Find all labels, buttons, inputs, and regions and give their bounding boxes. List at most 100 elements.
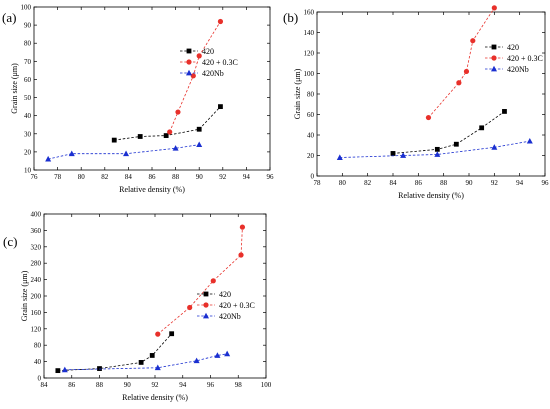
data-point: [400, 152, 407, 158]
legend: 420 420 + 0.3C 420Nb: [180, 47, 238, 78]
legend-label: 420Nb: [507, 65, 529, 74]
y-tick-label: 0: [311, 173, 315, 181]
data-point: [137, 134, 143, 139]
data-point: [167, 129, 173, 135]
y-tick-label: 80: [307, 91, 315, 99]
legend: 420 420 + 0.3C 420Nb: [197, 290, 255, 321]
x-tick-label: 92: [219, 173, 227, 181]
x-tick-label: 76: [31, 173, 39, 181]
data-point: [479, 125, 485, 131]
series-line: [339, 140, 530, 158]
legend-marker: [203, 291, 209, 297]
data-point: [172, 145, 179, 151]
y-tick-label: 160: [304, 9, 315, 17]
y-tick-label: 60: [307, 111, 315, 119]
legend-label: 420Nb: [219, 312, 241, 321]
data-point: [193, 357, 200, 364]
data-point: [55, 368, 61, 374]
data-point: [491, 144, 498, 150]
x-tick-label: 88: [440, 179, 448, 187]
x-tick-label: 98: [235, 381, 243, 389]
legend-marker: [491, 55, 497, 61]
y-tick-label: 10: [24, 167, 32, 175]
data-point: [336, 154, 343, 160]
data-point: [175, 109, 181, 115]
data-point: [196, 141, 203, 148]
data-point: [196, 126, 202, 132]
data-point: [45, 155, 52, 162]
data-point: [217, 18, 224, 25]
data-point: [155, 331, 161, 337]
data-point: [138, 360, 144, 365]
y-tick-label: 120: [31, 325, 42, 333]
series-2: [45, 141, 203, 162]
data-point: [224, 350, 231, 357]
data-point: [238, 252, 244, 258]
legend-marker: [186, 69, 192, 76]
y-tick-label: 40: [307, 132, 315, 140]
data-point: [187, 304, 193, 311]
x-tick-label: 82: [101, 173, 109, 181]
legend-marker: [203, 302, 209, 308]
data-point: [123, 150, 130, 157]
legend-label: 420 + 0.3C: [202, 58, 238, 67]
x-tick-label: 90: [124, 381, 132, 389]
x-tick-label: 92: [491, 179, 499, 187]
data-point: [210, 278, 216, 284]
y-tick-label: 0: [38, 375, 42, 383]
y-tick-label: 400: [31, 211, 42, 219]
legend-marker: [186, 59, 192, 65]
x-tick-label: 90: [466, 179, 474, 187]
y-tick-label: 70: [24, 58, 32, 66]
data-point: [149, 353, 155, 358]
x-axis-title: Relative density (%): [398, 191, 464, 200]
y-tick-label: 360: [31, 227, 42, 235]
x-tick-label: 100: [261, 381, 272, 389]
x-tick-label: 80: [78, 173, 86, 181]
x-tick-label: 84: [125, 173, 133, 181]
series-1: [167, 18, 224, 135]
data-point: [491, 5, 497, 11]
panel-label: (a): [2, 10, 16, 25]
data-point: [97, 366, 102, 371]
x-axis-title: Relative density (%): [119, 185, 185, 194]
data-point: [239, 224, 246, 230]
data-point: [214, 352, 221, 358]
y-tick-label: 50: [24, 94, 32, 102]
data-point: [154, 364, 161, 371]
x-tick-label: 80: [339, 179, 347, 187]
y-tick-label: 20: [24, 148, 32, 156]
series-line: [64, 353, 228, 371]
series-line: [48, 144, 200, 160]
y-tick-label: 160: [31, 309, 42, 317]
x-tick-label: 86: [149, 173, 157, 181]
series-1: [425, 5, 497, 121]
y-tick-label: 40: [24, 112, 32, 120]
data-point: [163, 133, 169, 138]
series-line: [392, 111, 505, 154]
y-axis-title: Grain size (μm): [20, 270, 29, 321]
data-point: [390, 151, 396, 156]
data-point: [425, 114, 432, 121]
y-axis-title: Grain size (μm): [10, 63, 19, 114]
legend: 420 420 + 0.3C 420Nb: [485, 43, 543, 74]
data-point: [434, 151, 441, 157]
legend-label: 420: [219, 290, 231, 299]
y-tick-label: 40: [34, 358, 42, 366]
data-point: [190, 73, 196, 79]
y-tick-label: 80: [34, 342, 42, 350]
legend-label: 420 + 0.3C: [219, 301, 255, 310]
x-tick-label: 94: [179, 381, 187, 389]
y-tick-label: 20: [307, 152, 315, 160]
x-tick-label: 84: [390, 179, 398, 187]
series-0: [111, 104, 223, 143]
plot-frame: [43, 213, 267, 379]
x-tick-label: 84: [41, 381, 49, 389]
x-tick-label: 94: [243, 173, 251, 181]
x-tick-label: 90: [196, 173, 204, 181]
x-tick-label: 96: [207, 381, 215, 389]
plot-frame: [33, 6, 271, 171]
data-point: [502, 109, 507, 114]
y-tick-label: 280: [31, 260, 42, 268]
series-line: [157, 227, 243, 335]
